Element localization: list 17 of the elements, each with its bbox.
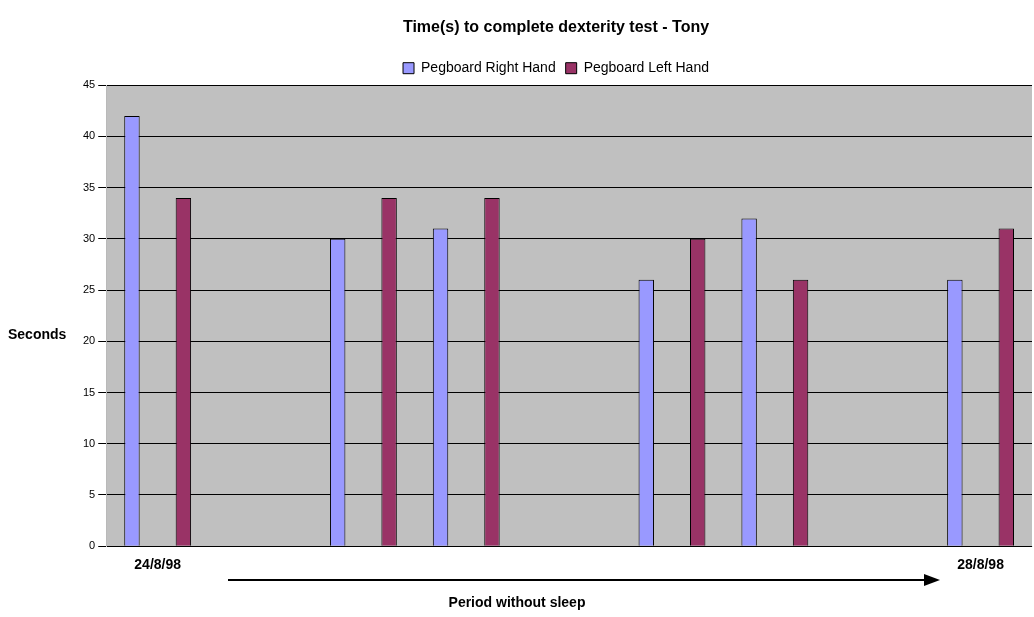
y-tick-label: 0 <box>89 539 96 552</box>
x-tick-label: 28/8/98 <box>957 556 1005 573</box>
legend-label: Pegboard Right Hand <box>421 59 556 76</box>
y-tick-label: 45 <box>82 78 96 91</box>
chart-title: Time(s) to complete dexterity test - Tony <box>402 18 710 36</box>
y-tick-label: 15 <box>82 385 96 398</box>
y-tick-label: 30 <box>82 231 96 244</box>
y-tick-label: 35 <box>82 180 96 193</box>
y-tick-label: 5 <box>89 488 96 501</box>
x-tick-label: 24/8/98 <box>134 556 182 573</box>
y-tick-label: 20 <box>82 334 96 347</box>
y-tick-label: 10 <box>82 436 96 449</box>
x-axis-title: Period without sleep <box>447 594 587 610</box>
y-tick-label: 40 <box>82 129 96 142</box>
y-tick-label: 25 <box>82 283 96 296</box>
legend-label: Pegboard Left Hand <box>583 59 709 76</box>
y-axis-title: Seconds <box>8 326 67 342</box>
